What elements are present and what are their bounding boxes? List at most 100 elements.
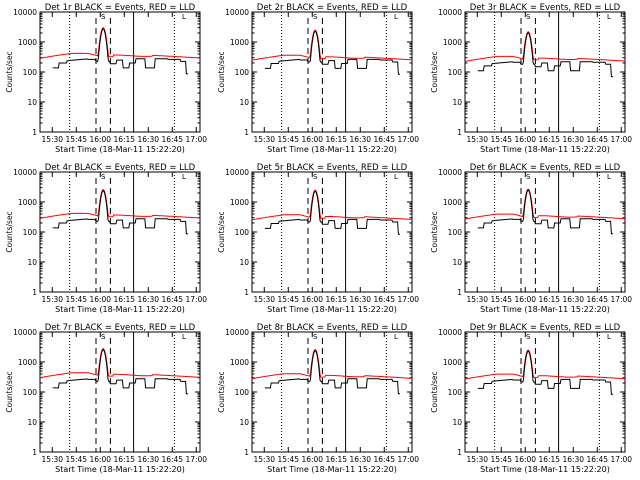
y-tick-label: 10000 [438, 168, 462, 177]
x-tick-label: 15:30 [253, 455, 275, 464]
x-axis-label: Start Time (18-Mar-11 15:22:20) [55, 305, 185, 314]
x-tick-label: 16:45 [161, 135, 183, 144]
marker-label: L [182, 13, 186, 21]
panel-title: Det 2r BLACK = Events, RED = LLD [257, 3, 408, 13]
x-tick-label: 17:00 [610, 455, 632, 464]
y-tick-label: 10000 [13, 8, 37, 17]
y-tick-label: 1000 [443, 38, 462, 47]
x-tick-label: 16:30 [562, 135, 584, 144]
y-tick-label: 10 [27, 98, 37, 107]
detector-panel-1: Det 1r BLACK = Events, RED = LLD 1 10 100 10… [5, 3, 207, 154]
x-tick-label: 15:30 [41, 135, 63, 144]
y-tick-label: 10000 [438, 8, 462, 17]
panel-frame [251, 11, 413, 133]
x-tick-label: 16:45 [373, 455, 395, 464]
panel-title: Det 6r BLACK = Events, RED = LLD [470, 163, 621, 173]
y-tick-label: 100 [23, 388, 38, 397]
y-tick-label: 1000 [443, 198, 462, 207]
marker-label: L [394, 173, 398, 181]
panel-frame [39, 11, 201, 133]
lld-series-line [251, 189, 413, 221]
y-tick-label: 100 [235, 68, 250, 77]
panel-title: Det 7r BLACK = Events, RED = LLD [45, 323, 196, 333]
x-tick-label: 16:15 [325, 455, 347, 464]
marker-label: L [607, 173, 611, 181]
y-tick-label: 10 [239, 418, 249, 427]
x-tick-label: 16:30 [349, 135, 371, 144]
x-tick-label: 16:45 [161, 455, 183, 464]
x-tick-label: 17:00 [610, 135, 632, 144]
y-tick-label: 100 [235, 228, 250, 237]
lld-series-line [39, 27, 200, 59]
y-axis-label: Counts/sec [217, 211, 226, 252]
detector-panel-2: Det 2r BLACK = Events, RED = LLD 1 10 100 10… [217, 3, 419, 154]
y-axis-label: Counts/sec [430, 371, 439, 412]
x-axis-label: Start Time (18-Mar-11 15:22:20) [480, 465, 610, 474]
y-tick-label: 1 [244, 128, 249, 137]
y-tick-label: 1000 [18, 358, 37, 367]
panel-title: Det 5r BLACK = Events, RED = LLD [257, 163, 408, 173]
x-axis-label: Start Time (18-Mar-11 15:22:20) [267, 305, 397, 314]
x-tick-label: 17:00 [397, 295, 419, 304]
panel-frame [464, 331, 626, 453]
x-tick-label: 15:45 [490, 455, 512, 464]
marker-label: L [182, 333, 186, 341]
x-tick-label: 15:45 [65, 295, 87, 304]
y-axis-label: Counts/sec [430, 51, 439, 92]
y-tick-label: 1 [457, 448, 462, 457]
y-tick-label: 10 [27, 258, 37, 267]
x-tick-label: 16:00 [301, 455, 323, 464]
y-tick-label: 10 [452, 98, 462, 107]
x-axis-label: Start Time (18-Mar-11 15:22:20) [55, 145, 185, 154]
lld-series-line [39, 188, 200, 219]
x-tick-label: 17:00 [397, 135, 419, 144]
events-series-line [52, 28, 188, 75]
marker-label: L [182, 173, 186, 181]
events-series-line [264, 190, 400, 235]
x-tick-label: 16:30 [562, 455, 584, 464]
y-tick-label: 1000 [230, 358, 249, 367]
detector-panel-4: Det 4r BLACK = Events, RED = LLD 1 10 100 10… [5, 163, 207, 314]
detector-panel-7: Det 7r BLACK = Events, RED = LLD 1 10 100 10… [5, 323, 207, 474]
detector-panel-9: Det 9r BLACK = Events, RED = LLD 1 10 100 10… [430, 323, 632, 474]
panel-title: Det 4r BLACK = Events, RED = LLD [45, 163, 196, 173]
x-tick-label: 15:30 [466, 455, 488, 464]
events-series-line [477, 32, 613, 78]
x-tick-label: 15:30 [41, 455, 63, 464]
x-tick-label: 16:00 [514, 295, 536, 304]
y-tick-label: 10000 [438, 328, 462, 337]
events-series-line [477, 350, 613, 395]
y-axis-label: Counts/sec [5, 371, 14, 412]
marker-label: S [313, 173, 318, 181]
marker-label: S [101, 173, 106, 181]
y-axis-label: Counts/sec [430, 211, 439, 252]
x-tick-label: 16:30 [349, 295, 371, 304]
y-tick-label: 10 [239, 98, 249, 107]
x-tick-label: 15:30 [253, 135, 275, 144]
x-tick-label: 16:15 [325, 295, 347, 304]
y-axis-label: Counts/sec [217, 51, 226, 92]
marker-label: L [394, 13, 398, 21]
y-tick-label: 100 [235, 388, 250, 397]
y-tick-label: 10 [452, 258, 462, 267]
y-tick-label: 100 [448, 388, 463, 397]
x-tick-label: 16:15 [113, 295, 135, 304]
x-tick-label: 15:30 [466, 295, 488, 304]
y-tick-label: 1000 [230, 38, 249, 47]
y-tick-label: 10 [27, 418, 37, 427]
y-tick-label: 1 [32, 128, 37, 137]
x-tick-label: 17:00 [185, 135, 207, 144]
y-tick-label: 10000 [225, 328, 249, 337]
panel-title: Det 3r BLACK = Events, RED = LLD [470, 3, 621, 13]
y-tick-label: 1 [32, 288, 37, 297]
marker-label: L [607, 333, 611, 341]
x-tick-label: 15:30 [41, 295, 63, 304]
x-tick-label: 16:30 [562, 295, 584, 304]
x-tick-label: 16:30 [137, 295, 159, 304]
x-tick-label: 16:15 [538, 295, 560, 304]
lld-series-line [251, 29, 412, 61]
x-tick-label: 16:45 [373, 295, 395, 304]
y-axis-label: Counts/sec [5, 211, 14, 252]
x-tick-label: 16:30 [137, 455, 159, 464]
y-tick-label: 1 [244, 288, 249, 297]
